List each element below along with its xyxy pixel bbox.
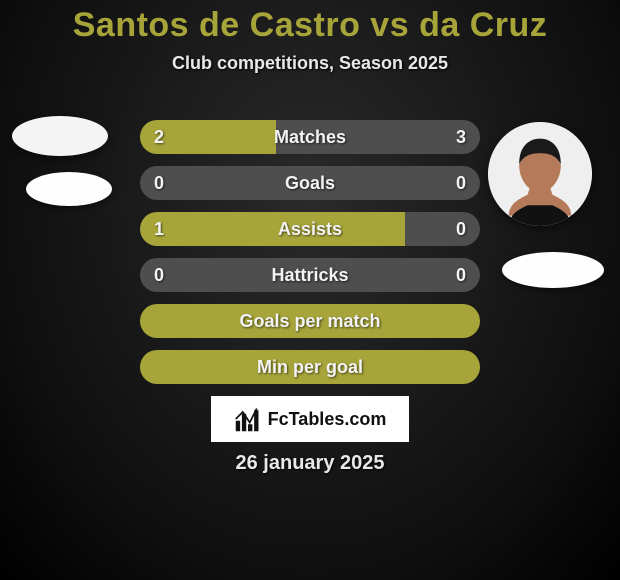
stat-bar (140, 258, 480, 292)
stat-row: Matches23 (140, 120, 480, 154)
stat-row: Assists10 (140, 212, 480, 246)
stat-bar (140, 166, 480, 200)
fctables-logo-icon (234, 405, 262, 433)
stat-bar-left (140, 350, 480, 384)
stat-bar-left (140, 120, 276, 154)
comparison-subtitle: Club competitions, Season 2025 (0, 53, 620, 74)
stats-comparison-chart: Matches23 Goals00 Assists10 Hattricks00 Goal… (140, 120, 480, 396)
stat-bar-right (405, 212, 480, 246)
stat-bar-left (140, 258, 310, 292)
fctables-brand-badge[interactable]: FcTables.com (211, 396, 409, 442)
player-left-avatar (12, 116, 108, 156)
stat-row: Min per goal (140, 350, 480, 384)
stat-bar-right (276, 120, 480, 154)
stat-bar-left (140, 166, 310, 200)
stat-bar-left (140, 212, 405, 246)
stat-bar-right (310, 166, 480, 200)
player-right-team-badge (502, 252, 604, 288)
player-right-portrait-icon (488, 122, 592, 226)
stat-row: Goals per match (140, 304, 480, 338)
fctables-brand-label: FcTables.com (268, 409, 387, 430)
stat-bar-left (140, 304, 480, 338)
snapshot-date: 26 january 2025 (0, 452, 620, 475)
stat-bar (140, 120, 480, 154)
player-right-avatar (488, 122, 592, 226)
comparison-title: Santos de Castro vs da Cruz (0, 0, 620, 45)
stat-bar (140, 212, 480, 246)
stat-row: Hattricks00 (140, 258, 480, 292)
stat-bar (140, 304, 480, 338)
player-left-team-badge (26, 172, 112, 206)
stat-row: Goals00 (140, 166, 480, 200)
stat-bar (140, 350, 480, 384)
stat-bar-right (310, 258, 480, 292)
